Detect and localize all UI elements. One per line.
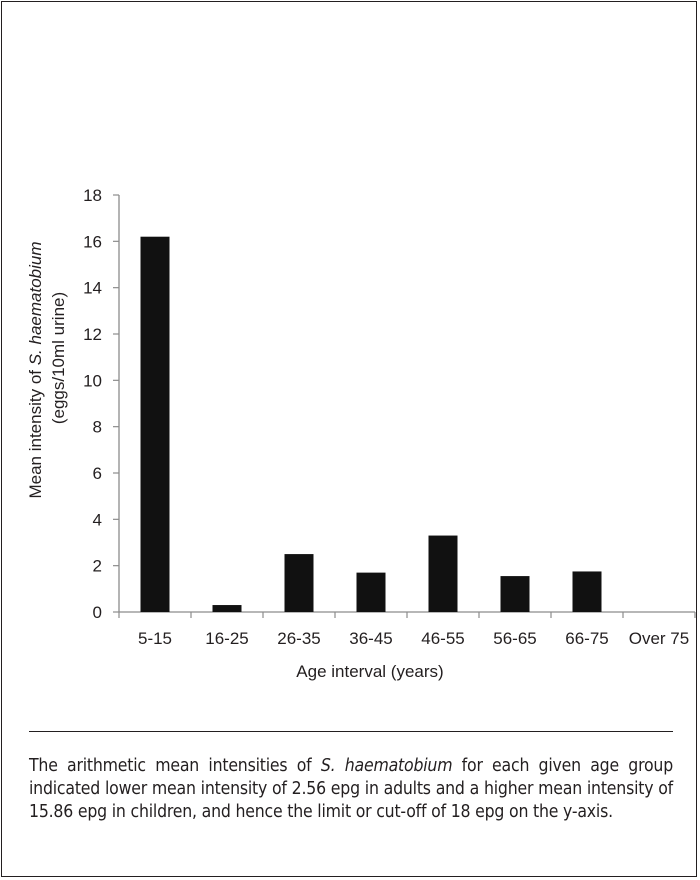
bar [572,571,602,612]
separator-rule [29,731,673,732]
x-tick-label: 5-15 [138,629,172,648]
y-axis-label: Mean intensity of S. haematobium (eggs/1… [26,241,68,498]
y-tick-label: 16 [83,232,102,251]
bar [284,554,314,612]
figure-caption: The arithmetic mean intensities of S. ha… [29,756,673,822]
y-tick-label: 4 [93,510,102,529]
axes [118,195,696,618]
bar [500,576,530,612]
y-tick-label: 12 [83,325,102,344]
y-tick-label: 2 [93,557,102,576]
x-tick-label: 16-25 [205,629,248,648]
x-tick-label: 46-55 [421,629,464,648]
x-tick-label: 56-65 [493,629,536,648]
y-axis-label-line1: Mean intensity of S. haematobium [26,241,45,498]
y-tick-label: 14 [83,279,102,298]
x-axis-label: Age interval (years) [296,662,443,681]
y-tick-label: 18 [83,186,102,205]
bars [140,236,602,612]
bar [428,535,458,612]
y-tick-label: 10 [83,371,102,390]
x-tick-label: 26-35 [277,629,320,648]
y-ticks: 0 2 4 6 8 10 12 14 16 18 [83,186,119,622]
bar [212,605,242,612]
bar [356,572,386,612]
x-tick-label: 36-45 [349,629,392,648]
y-tick-label: 8 [93,418,102,437]
x-tick-labels: 5-15 16-25 26-35 36-45 46-55 56-65 66-75 Over 7… [138,629,689,648]
y-tick-label: 6 [93,464,102,483]
y-axis-label-line2: (eggs/10ml urine) [49,292,68,424]
x-tick-label: 66-75 [565,629,608,648]
bar-chart: Mean intensity of S. haematobium (eggs/1… [26,186,696,681]
y-tick-label: 0 [93,603,102,622]
bar [140,236,170,612]
caption-species-name: S. haematobium [320,756,453,776]
x-tick-label: Over 75 [629,629,689,648]
